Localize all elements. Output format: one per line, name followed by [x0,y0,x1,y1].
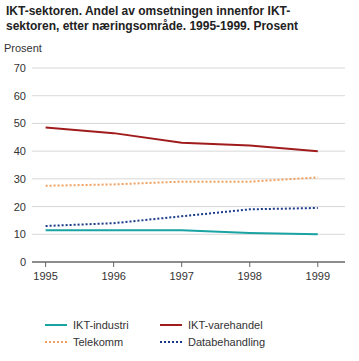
series-line [46,128,318,152]
grid-line [32,95,345,96]
x-tick [181,262,182,267]
grid-line [32,123,345,124]
legend-swatch [45,341,67,343]
series-line [46,230,318,234]
x-tick-label: 1995 [33,270,57,282]
y-tick-label: 60 [14,90,26,102]
legend-label: Databehandling [188,336,265,348]
y-tick-label: 40 [14,145,26,157]
x-tick-label: 1999 [306,270,330,282]
x-tick [249,262,250,267]
grid-line [32,68,345,69]
legend-label: Telekomm [73,336,123,348]
y-tick-label: 10 [14,228,26,240]
x-tick-label: 1997 [169,270,193,282]
y-tick-label: 20 [14,201,26,213]
x-tick-label: 1996 [101,270,125,282]
y-tick-label: 0 [20,256,26,268]
chart: Prosent 0 10 20 30 40 50 60 70 1995 1996 1997 1998 19… [0,0,359,361]
legend-swatch [45,324,67,326]
x-tick [113,262,114,267]
x-axis [32,262,345,263]
x-tick-label: 1998 [237,270,261,282]
y-label: Prosent [4,42,42,54]
legend-swatch [160,341,182,343]
series-line [46,177,318,185]
grid-line [32,151,345,152]
y-tick-label: 70 [14,62,26,74]
x-tick [317,262,318,267]
y-tick-label: 30 [14,173,26,185]
legend-swatch [160,324,182,326]
title: IKT-sektoren. Andel av omsetningen innen… [6,4,341,34]
series-line [46,208,318,226]
legend-label: IKT-varehandel [188,319,263,331]
grid-line [32,206,345,207]
grid-line [32,262,345,263]
legend-label: IKT-industri [73,319,129,331]
x-tick [45,262,46,267]
y-tick-label: 50 [14,117,26,129]
plot-area [46,128,318,235]
